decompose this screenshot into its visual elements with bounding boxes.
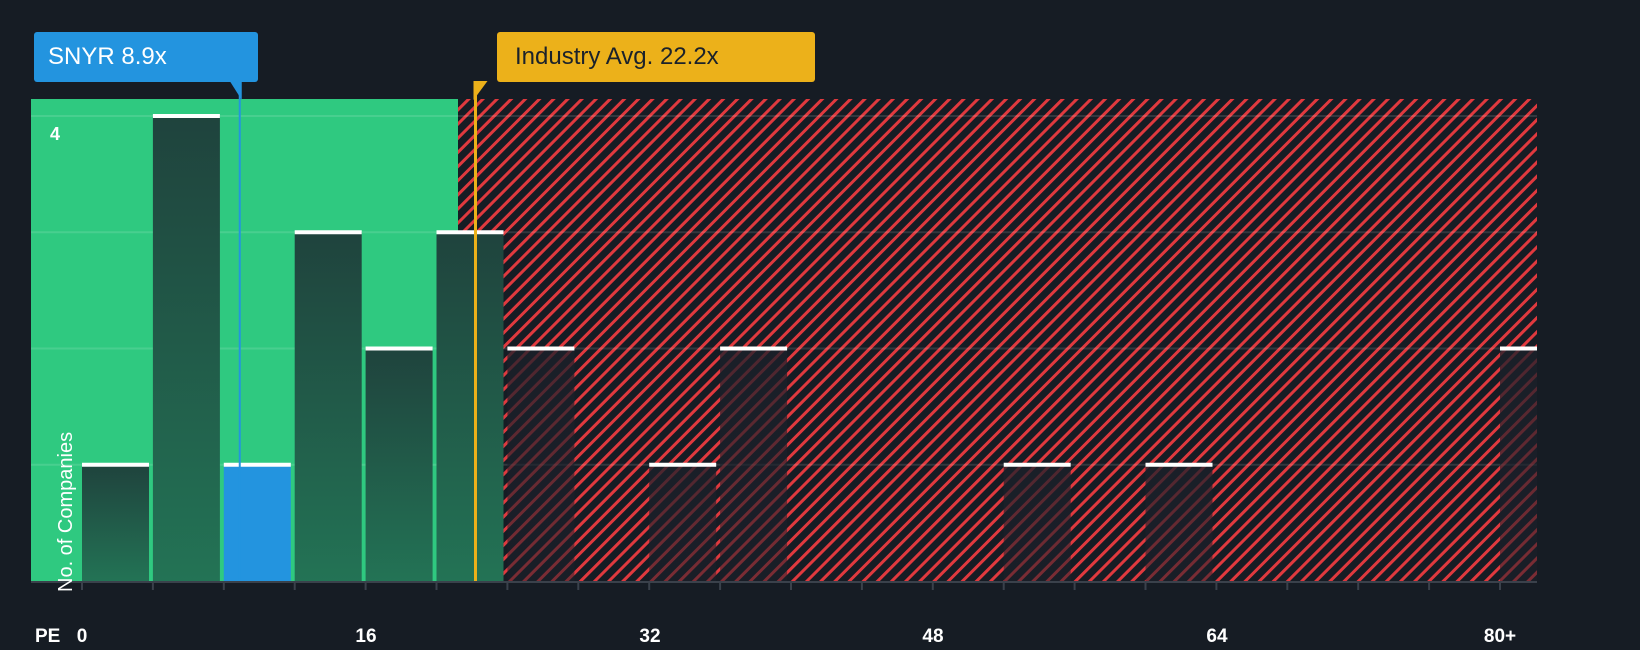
bar-cap (1145, 462, 1213, 467)
callout-pointer (473, 81, 488, 100)
x-tick-label: 32 (639, 626, 661, 647)
histogram-bar (365, 348, 433, 581)
bar-cap (649, 462, 717, 467)
histogram-bar (1003, 464, 1071, 581)
bar-cap (507, 346, 575, 351)
plot-regions (31, 99, 1537, 581)
industry-avg-callout: Industry Avg. 22.2x (497, 32, 815, 82)
bar-cap (720, 346, 788, 351)
histogram-bar (1500, 348, 1537, 581)
x-tick-label: 64 (1206, 626, 1228, 647)
x-tick-label: 16 (355, 626, 377, 647)
histogram-bar (294, 232, 362, 581)
y-axis-title: No. of Companies (55, 431, 77, 592)
x-tick-label: 80+ (1483, 626, 1517, 647)
above-average-region (458, 99, 1537, 581)
histogram-bar (720, 348, 788, 581)
bar-cap (1500, 346, 1537, 351)
x-tick-label: 48 (922, 626, 944, 647)
histogram-bar (82, 464, 149, 581)
x-axis-title: PE (35, 626, 61, 647)
bar-cap (294, 230, 362, 235)
bar-cap (152, 114, 220, 118)
bar-cap (436, 230, 504, 235)
bar-cap (82, 462, 149, 467)
marker-lines (229, 81, 488, 581)
bar-cap (223, 462, 291, 467)
bar-cap (365, 346, 433, 351)
histogram-bar (507, 348, 575, 581)
histogram-bar (649, 464, 717, 581)
histogram-bar (436, 232, 504, 581)
company-pe-callout: SNYR 8.9x (34, 32, 258, 82)
bar-cap (1003, 462, 1071, 467)
histogram-bar (1145, 464, 1213, 581)
histogram-bar (152, 116, 220, 581)
y-tick-label: 4 (50, 124, 61, 144)
company-bar (223, 464, 291, 581)
bars (82, 114, 1537, 581)
x-tick-label: 0 (76, 626, 88, 647)
callout-pointer (229, 81, 242, 100)
x-axis (31, 581, 1537, 590)
